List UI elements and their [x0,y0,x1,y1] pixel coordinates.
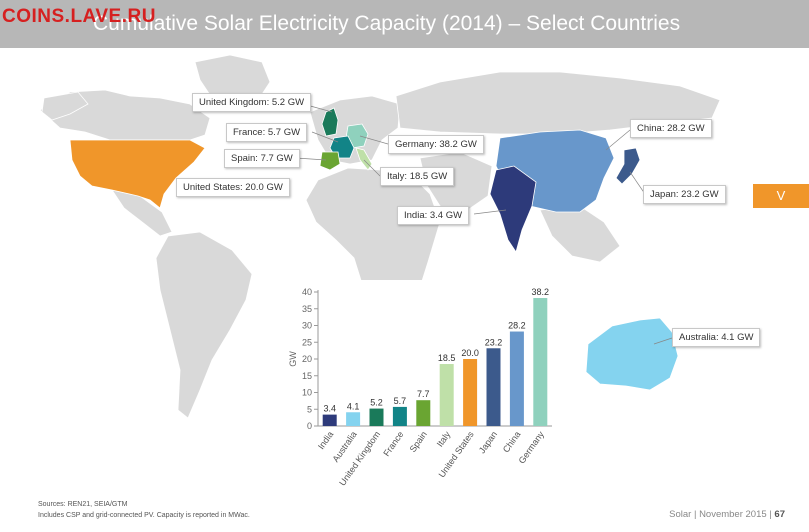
bar-united-kingdom [369,408,384,426]
section-tab[interactable]: V [753,184,809,208]
bar-spain [416,400,431,426]
y-tick-label: 0 [307,421,312,431]
callout-germany: Germany: 38.2 GW [388,135,484,154]
bar-value-label: 20.0 [461,348,479,358]
y-tick-label: 15 [302,371,312,381]
map-spain [319,151,341,171]
callout-leader-lines [295,101,673,345]
callout-united-states: United States: 20.0 GW [176,178,290,197]
footer-page-number: 67 [774,509,785,520]
map-australia [585,317,679,391]
y-tick-label: 25 [302,337,312,347]
callout-india: India: 3.4 GW [397,206,470,225]
bar-japan [486,348,501,426]
page-title: Cumulative Solar Electricity Capacity (2… [93,12,681,35]
footer-page-info: Solar | November 2015 | 67 [669,509,785,520]
y-tick-label: 5 [307,404,312,414]
bar-value-label: 5.7 [394,396,407,406]
header-bar: Cumulative Solar Electricity Capacity (2… [0,0,809,48]
y-tick-label: 35 [302,304,312,314]
footer-date: November 2015 [699,509,767,520]
callout-japan: Japan: 23.2 GW [643,185,726,204]
bar-france [392,406,407,426]
bar-value-label: 38.2 [532,287,550,297]
map-united-states [69,139,206,209]
callout-france: France: 5.7 GW [226,123,308,142]
map-italy [355,147,373,171]
bar-value-label: 7.7 [417,389,430,399]
bar-india [322,414,337,426]
bar-value-label: 18.5 [438,353,456,363]
y-tick-label: 30 [302,321,312,331]
callout-australia: Australia: 4.1 GW [672,328,761,347]
watermark-text: COINS.LAVE.RU [2,6,156,27]
bar-value-label: 3.4 [323,404,336,414]
bar-value-label: 28.2 [508,321,526,331]
callout-italy: Italy: 18.5 GW [380,167,455,186]
map-south-america [155,231,253,419]
bar-china [509,331,524,426]
bar-italy [439,364,454,426]
map-japan [615,147,641,185]
footer-sources-block: Sources: REN21, SEIA/GTM Includes CSP an… [38,499,250,521]
y-axis-label: GW [288,351,298,367]
footer-separator-2: | [769,509,772,520]
bar-value-label: 5.2 [370,398,383,408]
map-united-kingdom [321,107,339,137]
map-russia [395,71,721,135]
bar-united-states [463,359,478,426]
map-central-america [111,189,173,237]
footer-sources: Sources: REN21, SEIA/GTM [38,501,128,508]
footer-note: Includes CSP and grid-connected PV. Capa… [38,512,250,519]
callout-china: China: 28.2 GW [630,119,712,138]
callout-united-kingdom: United Kingdom: 5.2 GW [192,93,312,112]
footer-section: Solar [669,509,692,520]
bar-germany [533,298,548,426]
y-tick-label: 10 [302,388,312,398]
bar-value-label: 23.2 [485,337,503,347]
y-tick-label: 40 [302,287,312,297]
map-alaska [41,91,89,121]
bar-australia [346,412,361,426]
bar-value-label: 4.1 [347,401,360,411]
map-india [489,165,537,253]
footer-separator-1: | [693,509,697,520]
y-tick-label: 20 [302,354,312,364]
callout-spain: Spain: 7.7 GW [224,149,300,168]
